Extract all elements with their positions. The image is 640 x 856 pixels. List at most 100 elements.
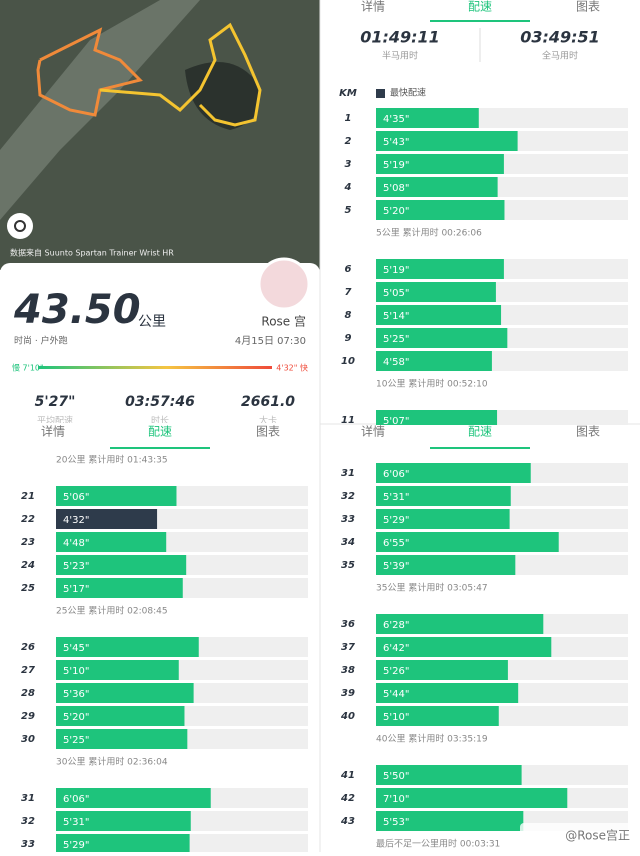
pace-bar	[376, 765, 522, 785]
km-label: 33	[21, 839, 35, 850]
pace-bar	[376, 108, 479, 128]
pace-label: 4'48"	[63, 538, 89, 549]
pace-bar	[376, 282, 496, 302]
watermark-bg	[520, 823, 638, 847]
km-label: 2	[345, 136, 352, 147]
summary-card	[0, 263, 320, 433]
pace-bar	[56, 637, 199, 657]
cumulative-note: 30公里 累计用时 02:36:04	[56, 756, 168, 768]
pace-label: 5'20"	[383, 206, 409, 217]
km-label: 37	[341, 642, 355, 653]
cumulative-note: 40公里 累计用时 03:35:19	[376, 733, 488, 745]
pace-bar	[56, 578, 183, 598]
route	[99, 22, 262, 127]
stat-value: 03:57:46	[125, 394, 195, 410]
avatar	[257, 257, 311, 311]
pace-bar	[376, 555, 516, 575]
km-label: 5	[345, 205, 352, 216]
pace-bar	[376, 351, 492, 371]
pace-label: 4'58"	[383, 357, 409, 368]
tab[interactable]: 配速	[468, 0, 492, 14]
map-caption: 数据来自 Suunto Spartan Trainer Wrist HR	[10, 248, 174, 258]
tab-indicator	[430, 447, 530, 449]
half-label: 半马用时	[382, 50, 418, 62]
pace-label: 5'31"	[63, 817, 89, 828]
pace-bar	[56, 555, 187, 575]
pace-label: 6'55"	[383, 538, 409, 549]
km-label: 33	[341, 514, 355, 525]
route	[36, 27, 143, 117]
watermark: @Rose宫正	[565, 828, 630, 843]
pace-label: 5'29"	[383, 515, 409, 526]
km-label: 7	[345, 287, 352, 298]
km-label: 21	[21, 491, 35, 502]
pace-label: 5'06"	[63, 492, 89, 503]
river	[0, 0, 200, 220]
pace-label: 5'50"	[383, 771, 409, 782]
pace-bar	[56, 486, 177, 506]
pace-label: 5'05"	[383, 288, 409, 299]
tab-indicator	[110, 447, 210, 449]
km-label: 3	[345, 159, 352, 170]
km-label: 23	[21, 537, 35, 548]
pace-label: 5'10"	[63, 666, 89, 677]
km-label: 32	[21, 816, 35, 827]
pace-label: 5'29"	[63, 840, 89, 851]
pace-label: 5'53"	[383, 817, 409, 828]
km-label: 29	[21, 711, 35, 722]
km-label: 10	[341, 356, 355, 367]
pace-label: 5'43"	[383, 137, 409, 148]
cumulative-note: 10公里 累计用时 00:52:10	[376, 378, 488, 390]
pace-bar	[56, 509, 158, 529]
tab[interactable]: 详情	[361, 424, 385, 439]
pace-label: 5'10"	[383, 712, 409, 723]
pace-label: 5'44"	[383, 689, 409, 700]
tab[interactable]: 详情	[361, 0, 385, 14]
cumulative-note: 35公里 累计用时 03:05:47	[376, 582, 488, 594]
legend-swatch	[376, 89, 385, 98]
pace-label: 5'20"	[63, 712, 89, 723]
tab[interactable]: 配速	[148, 425, 172, 439]
km-label: 35	[341, 560, 355, 571]
tab[interactable]: 详情	[41, 424, 65, 439]
km-label: 6	[345, 264, 352, 275]
pace-label: 5'31"	[383, 492, 409, 503]
tab-indicator	[430, 20, 530, 22]
pace-bar	[376, 463, 531, 483]
tab[interactable]: 图表	[256, 425, 280, 439]
pace-bar	[56, 660, 179, 680]
km-label: 28	[21, 688, 35, 699]
km-label: 39	[341, 688, 355, 699]
locate-button[interactable]	[7, 213, 33, 239]
pace-bar	[376, 683, 519, 703]
km-label: 30	[21, 734, 35, 745]
tab[interactable]: 配速	[468, 425, 492, 439]
cumulative-note: 25公里 累计用时 02:08:45	[56, 605, 168, 617]
km-label: 1	[345, 113, 352, 124]
km-label: 38	[341, 665, 355, 676]
pace-label: 5'14"	[383, 311, 409, 322]
pace-label: 4'32"	[63, 515, 89, 526]
km-label: 11	[341, 415, 355, 426]
pace-bar	[376, 131, 518, 151]
lake	[185, 62, 260, 130]
km-label: 36	[341, 619, 355, 630]
pace-bar	[56, 532, 167, 552]
tab[interactable]: 图表	[576, 0, 600, 14]
user-name: Rose 宫	[261, 314, 306, 329]
pace-label: 5'45"	[63, 643, 89, 654]
distance-unit: 公里	[138, 314, 166, 330]
km-header: KM	[339, 88, 357, 99]
km-label: 42	[340, 793, 355, 804]
tab[interactable]: 图表	[576, 425, 600, 439]
pace-label: 6'42"	[383, 643, 409, 654]
pace-bar	[376, 788, 568, 808]
pace-bar	[376, 614, 544, 634]
km-label: 25	[21, 583, 35, 594]
pace-bar	[56, 729, 188, 749]
km-label: 8	[345, 310, 352, 321]
pace-bar	[376, 637, 552, 657]
pace-bar	[376, 154, 504, 174]
